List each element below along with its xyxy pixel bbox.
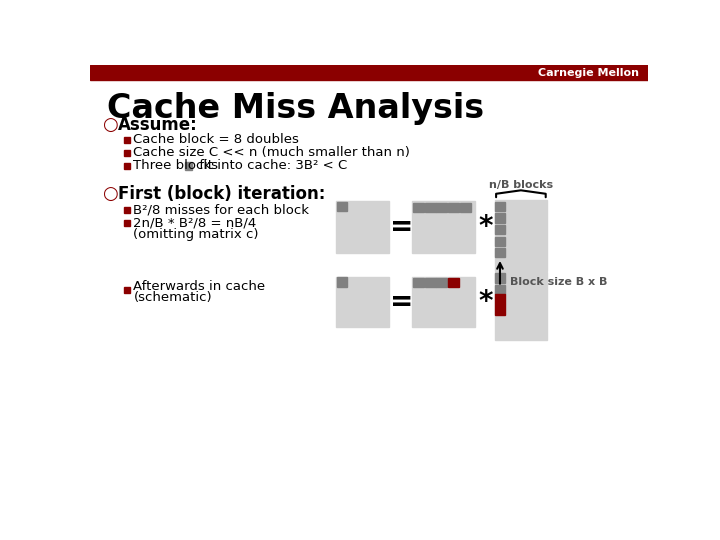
Bar: [436, 278, 447, 287]
Bar: [124, 150, 130, 156]
Text: fit into cache: 3B² < C: fit into cache: 3B² < C: [194, 159, 347, 172]
Bar: [436, 202, 447, 212]
Text: *: *: [478, 213, 492, 241]
Bar: [124, 207, 130, 213]
Bar: [495, 237, 505, 246]
Bar: [495, 294, 505, 315]
Bar: [495, 285, 505, 294]
Bar: [412, 276, 475, 327]
Text: =: =: [390, 288, 413, 316]
Bar: [459, 202, 471, 212]
Bar: [336, 201, 389, 253]
Bar: [425, 278, 436, 287]
Text: (omitting matrix c): (omitting matrix c): [133, 228, 259, 241]
Bar: [425, 202, 436, 212]
Bar: [124, 164, 130, 168]
Text: Cache block = 8 doubles: Cache block = 8 doubles: [133, 133, 300, 146]
Text: Block size B x B: Block size B x B: [510, 277, 608, 287]
Text: n/B blocks: n/B blocks: [489, 180, 553, 190]
Text: 2n/B * B²/8 = nB/4: 2n/B * B²/8 = nB/4: [133, 216, 256, 229]
Bar: [495, 202, 505, 211]
Text: Cache size C << n (much smaller than n): Cache size C << n (much smaller than n): [133, 146, 410, 159]
Bar: [495, 200, 547, 271]
Bar: [495, 225, 505, 234]
Text: First (block) iteration:: First (block) iteration:: [118, 185, 325, 203]
Bar: [495, 248, 505, 257]
Bar: [495, 213, 505, 222]
Bar: [337, 278, 346, 287]
Text: (schematic): (schematic): [133, 291, 212, 304]
Bar: [495, 272, 547, 340]
Bar: [413, 278, 424, 287]
Bar: [337, 202, 346, 211]
Text: =: =: [390, 213, 413, 241]
Text: Assume:: Assume:: [118, 116, 198, 134]
Bar: [448, 278, 459, 287]
Bar: [448, 202, 459, 212]
Bar: [413, 202, 424, 212]
Bar: [336, 276, 389, 327]
Text: Cache Miss Analysis: Cache Miss Analysis: [107, 92, 484, 125]
Bar: [124, 137, 130, 143]
Text: Afterwards in cache: Afterwards in cache: [133, 280, 266, 293]
Text: Three blocks: Three blocks: [133, 159, 218, 172]
Bar: [412, 201, 475, 253]
Bar: [90, 65, 648, 80]
Bar: [124, 287, 130, 293]
Text: ○: ○: [102, 185, 118, 203]
Text: *: *: [478, 288, 492, 316]
Text: ○: ○: [102, 116, 118, 134]
Bar: [184, 162, 192, 170]
Text: B²/8 misses for each block: B²/8 misses for each block: [133, 203, 310, 216]
Bar: [124, 220, 130, 226]
Text: Carnegie Mellon: Carnegie Mellon: [538, 68, 639, 78]
Bar: [495, 273, 505, 283]
